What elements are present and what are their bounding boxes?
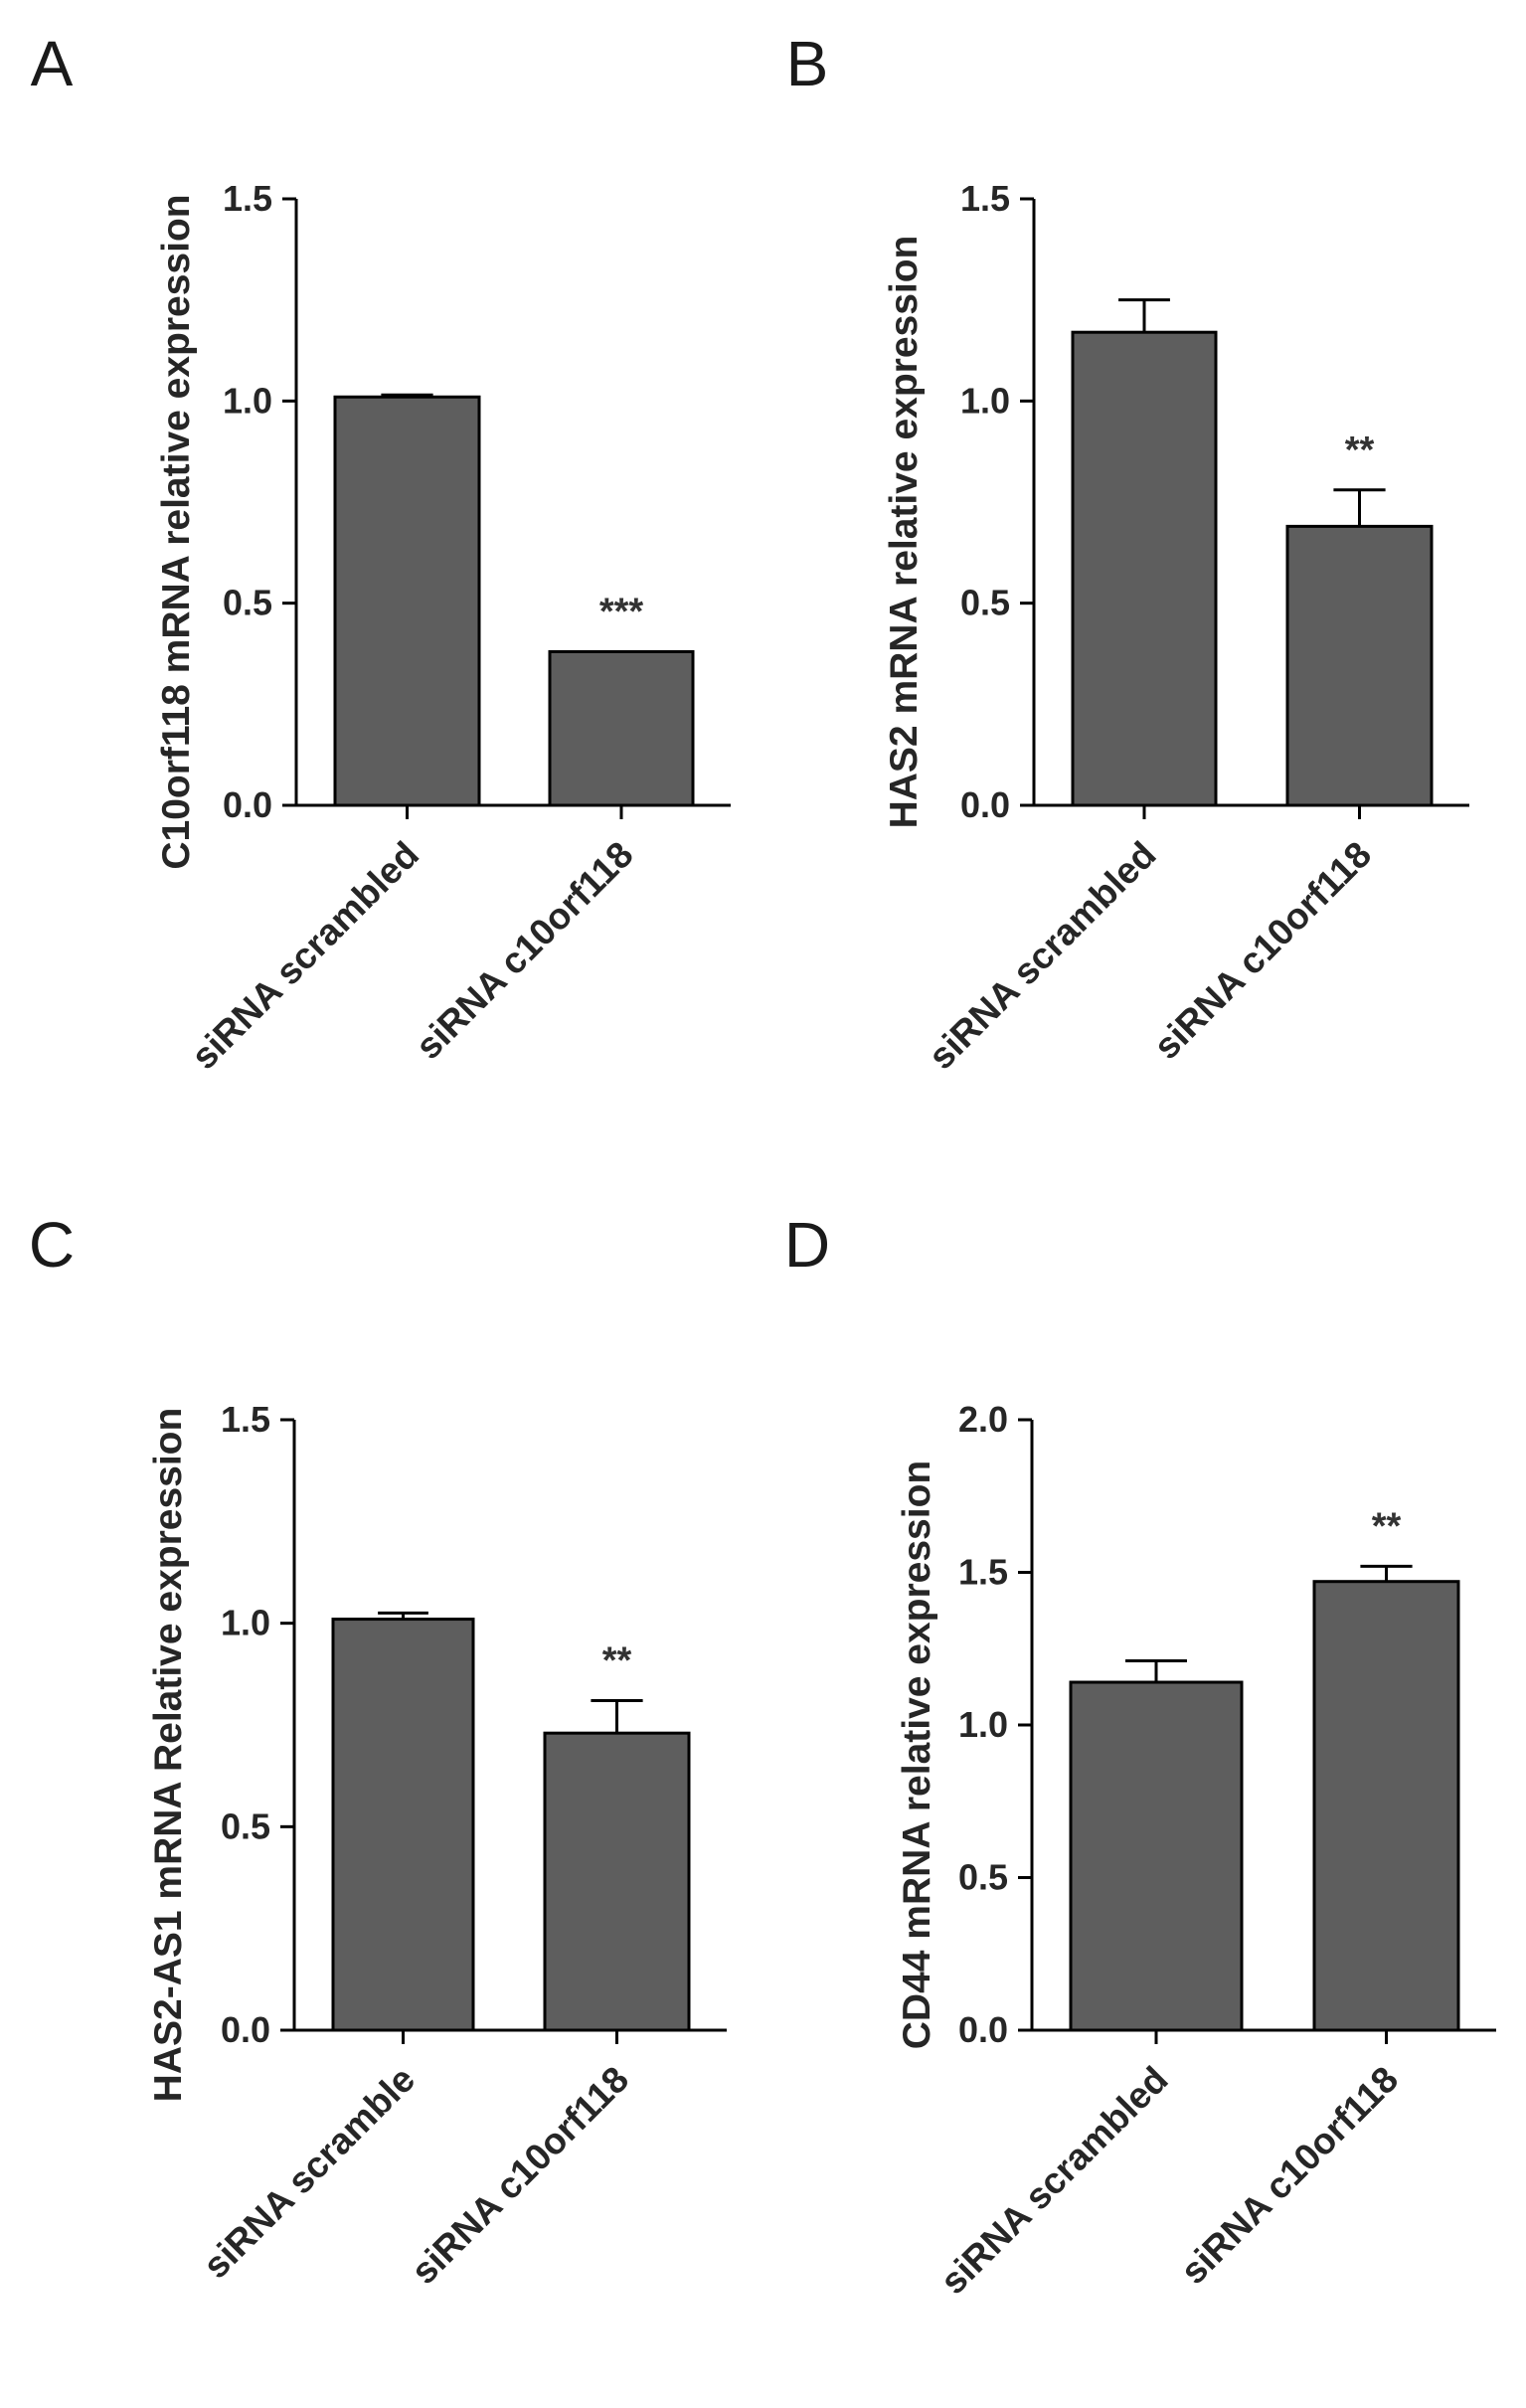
panel-c-bar <box>543 1731 691 2032</box>
panel-d-y-title: CD44 mRNA relative expression <box>896 1461 938 2049</box>
panel-b-y-tick-label: 1.0 <box>960 380 1010 421</box>
panel-d-significance-label: ** <box>1372 1505 1402 1547</box>
panel-a-category-label: siRNA c10orf118 <box>408 834 641 1068</box>
panel-b-category-label: siRNA c10orf118 <box>1146 834 1380 1068</box>
panel-b-bar <box>1285 524 1434 807</box>
panel-c-y-tick-label: 0.0 <box>221 2009 270 2050</box>
panel-b-y-title: HAS2 mRNA relative expression <box>883 236 926 829</box>
panel-b-y-tick-label: 0.0 <box>960 784 1010 825</box>
panel-b-bar <box>1071 330 1218 807</box>
panel-a-significance-label: *** <box>599 591 644 632</box>
panel-a-y-tick-label: 1.5 <box>223 178 272 219</box>
panel-d-y-tick-label: 0.5 <box>958 1857 1008 1898</box>
panel-c-category-label: siRNA scramble <box>195 2059 423 2287</box>
panel-d-y-tick-label: 2.0 <box>958 1399 1008 1440</box>
panel-c-letter: C <box>29 1209 75 1281</box>
panel-c-significance-label: ** <box>602 1639 632 1681</box>
panel-d-y-tick-label: 0.0 <box>958 2009 1008 2050</box>
panel-c-category-label: siRNA c10orf118 <box>404 2059 637 2293</box>
panel-c-y-title: HAS2-AS1 mRNA Relative expression <box>147 1408 190 2103</box>
panel-b-letter: B <box>786 28 829 99</box>
panel-a-y-tick-label: 0.0 <box>223 784 272 825</box>
panel-b-y-tick-label: 0.5 <box>960 583 1010 623</box>
panel-a-y-title: C10orf118 mRNA relative expression <box>155 194 198 869</box>
panel-c-y-tick-label: 1.5 <box>221 1399 270 1440</box>
panel-d-category-label: siRNA c10orf118 <box>1173 2059 1407 2293</box>
panel-d-bar <box>1312 1580 1460 2032</box>
panel-d-letter: D <box>784 1209 830 1281</box>
panel-a-bar <box>333 395 481 807</box>
panel-a-y-tick-label: 0.5 <box>223 583 272 623</box>
panel-b-category-label: siRNA scrambled <box>921 834 1164 1078</box>
panel-a-letter: A <box>31 28 74 99</box>
panel-d-y-tick-label: 1.0 <box>958 1704 1008 1745</box>
panel-c-bar <box>331 1618 475 2032</box>
panel-b-significance-label: ** <box>1345 430 1375 471</box>
panel-b-y-tick-label: 1.5 <box>960 178 1010 219</box>
panel-c-y-tick-label: 0.5 <box>221 1806 270 1846</box>
panel-a-category-label: siRNA scrambled <box>183 834 426 1078</box>
panel-c-y-tick-label: 1.0 <box>221 1603 270 1643</box>
panel-a-bar <box>548 649 695 807</box>
panel-d-bar <box>1069 1680 1244 2032</box>
panel-d-y-tick-label: 1.5 <box>958 1552 1008 1593</box>
panel-a-y-tick-label: 1.0 <box>223 380 272 421</box>
panel-d-category-label: siRNA scrambled <box>933 2059 1176 2303</box>
